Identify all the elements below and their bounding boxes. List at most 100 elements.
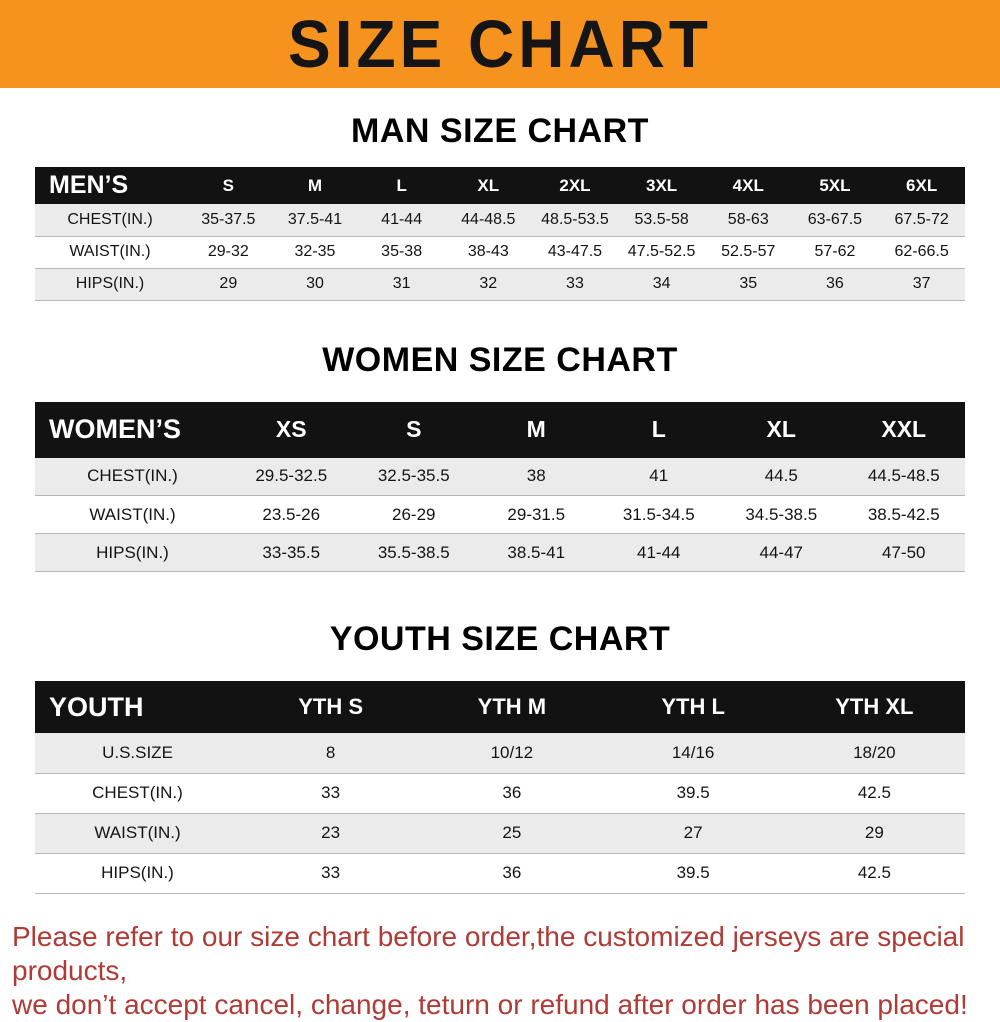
size-header-cell: M <box>271 167 359 204</box>
measure-value-cell: 41 <box>649 466 669 486</box>
measure-label-cell: WAIST(IN.) <box>89 504 176 524</box>
measure-value-cell: 8 <box>325 742 336 762</box>
size-header-cell: XL <box>444 167 532 204</box>
table-row: CHEST(IN.) 35-37.5 37.5-41 41-44 44-48.5 48.5… <box>35 204 965 236</box>
man-size-section: MAN SIZE CHART MEN’S S M L XL 2XL 3XL 4XL 5XL 6XL… <box>0 112 1000 301</box>
size-header-cell: S <box>352 401 475 458</box>
table-row: CHEST(IN.) 29.5-32.5 32.5-35.5 38 41 44.5 44.5… <box>35 457 965 496</box>
size-header-cell: 6XL <box>878 167 965 204</box>
size-chart-content: MAN SIZE CHART MEN’S S M L XL 2XL 3XL 4XL 5XL 6XL… <box>0 112 1000 1022</box>
size-header-cell: YTH S <box>240 681 422 733</box>
size-header-cell: XL <box>720 401 843 458</box>
measure-value-cell: 32-35 <box>294 243 336 260</box>
measure-label-cell: WAIST(IN.) <box>94 823 181 842</box>
table-row: WAIST(IN.) 23.5-26 26-29 29-31.5 31.5-34.5 34… <box>35 495 965 534</box>
measure-value-cell: 48.5-53.5 <box>541 210 609 228</box>
disclaimer-line-2: we don’t accept cancel, change, teturn o… <box>12 988 968 1020</box>
measure-value-cell: 67.5-72 <box>894 210 949 228</box>
women-size-section: WOMEN SIZE CHART WOMEN’S XS S M L XL XXL CHEST(… <box>0 341 1000 573</box>
measure-value-cell: 36 <box>502 863 522 882</box>
size-header-cell: 3XL <box>618 167 705 204</box>
measure-value-cell: 30 <box>306 275 324 292</box>
man-size-table: MEN’S S M L XL 2XL 3XL 4XL 5XL 6XL CHEST(IN.) 35-37… <box>35 167 965 301</box>
measure-value-cell: 41-44 <box>637 542 681 562</box>
table-row: HIPS(IN.) 33 36 39.5 42.5 <box>35 853 965 893</box>
measure-value-cell: 44.5 <box>764 466 798 486</box>
size-header-cell: 2XL <box>531 167 619 204</box>
measure-label-cell: CHEST(IN.) <box>87 466 178 486</box>
measure-label-cell: HIPS(IN.) <box>101 863 174 882</box>
measure-value-cell: 33-35.5 <box>262 542 321 562</box>
measure-value-cell: 35-37.5 <box>201 210 256 228</box>
measure-value-cell: 14/16 <box>671 742 715 762</box>
measure-value-cell: 43-47.5 <box>547 243 603 260</box>
measure-value-cell: 23 <box>321 823 341 842</box>
measure-value-cell: 23.5-26 <box>262 504 321 524</box>
measure-value-cell: 25 <box>502 823 522 842</box>
measure-value-cell: 33 <box>321 783 341 802</box>
measure-value-cell: 44.5-48.5 <box>867 466 940 486</box>
measure-label-cell: CHEST(IN.) <box>67 210 153 228</box>
youth-size-heading: YOUTH SIZE CHART <box>329 620 671 658</box>
table-row: U.S.SIZE 8 10/12 14/16 18/20 <box>35 733 965 773</box>
measure-value-cell: 42.5 <box>857 783 891 802</box>
measure-value-cell: 47.5-52.5 <box>627 243 696 260</box>
page-title: SIZE CHART <box>288 6 712 82</box>
measure-value-cell: 27 <box>683 823 703 842</box>
measure-value-cell: 26-29 <box>392 504 436 524</box>
table-row: HIPS(IN.) 33-35.5 35.5-38.5 38.5-41 41-44 44-… <box>35 533 965 572</box>
measure-value-cell: 29 <box>864 823 884 842</box>
measure-value-cell: 18/20 <box>853 742 896 762</box>
measure-value-cell: 37 <box>912 275 931 292</box>
women-size-heading: WOMEN SIZE CHART <box>322 340 678 379</box>
measure-value-cell: 36 <box>826 275 844 292</box>
measure-value-cell: 29.5-32.5 <box>255 466 328 486</box>
measure-value-cell: 35 <box>739 275 758 292</box>
table-title-cell: WOMEN’S <box>35 401 230 458</box>
table-row: HIPS(IN.) 29 30 31 32 33 34 35 36 37 <box>35 268 965 300</box>
table-header-row: WOMEN’S XS S M L XL XXL <box>35 401 965 458</box>
measure-value-cell: 38-43 <box>467 243 509 260</box>
size-header-cell: M <box>475 401 598 458</box>
measure-value-cell: 31 <box>392 275 411 292</box>
size-header-cell: XS <box>230 401 353 458</box>
measure-value-cell: 42.5 <box>857 863 891 882</box>
measure-value-cell: 10/12 <box>490 742 534 762</box>
table-title-cell: MEN’S <box>35 167 185 204</box>
table-header-row: MEN’S S M L XL 2XL 3XL 4XL 5XL 6XL <box>35 167 965 204</box>
youth-size-section: YOUTH SIZE CHART YOUTH YTH S YTH M YTH L YTH… <box>0 620 1000 894</box>
measure-value-cell: 33 <box>566 275 584 292</box>
measure-value-cell: 38 <box>526 466 546 486</box>
measure-value-cell: 38.5-41 <box>507 542 566 562</box>
measure-value-cell: 34 <box>652 275 671 292</box>
table-row: WAIST(IN.) 23 25 27 29 <box>35 813 965 853</box>
size-header-cell: 4XL <box>704 167 792 204</box>
measure-value-cell: 31.5-34.5 <box>622 504 695 524</box>
measure-value-cell: 44-47 <box>759 542 803 562</box>
measure-value-cell: 33 <box>321 863 341 882</box>
measure-value-cell: 53.5-58 <box>634 210 689 228</box>
table-row: WAIST(IN.) 29-32 32-35 35-38 38-43 43-47.5 47.… <box>35 236 965 268</box>
size-header-cell: 5XL <box>791 167 879 204</box>
measure-value-cell: 34.5-38.5 <box>745 504 818 524</box>
disclaimer-line-1: Please refer to our size chart before or… <box>12 920 965 986</box>
size-header-cell: L <box>597 401 720 458</box>
measure-value-cell: 35-38 <box>381 243 423 260</box>
measure-value-cell: 37.5-41 <box>287 210 343 228</box>
measure-value-cell: 32.5-35.5 <box>377 466 450 486</box>
table-header-row: YOUTH YTH S YTH M YTH L YTH XL <box>35 681 965 733</box>
measure-value-cell: 63-67.5 <box>807 210 863 228</box>
measure-value-cell: 32 <box>479 275 498 292</box>
measure-value-cell: 58-63 <box>727 210 769 228</box>
banner: SIZE CHART <box>0 0 1000 88</box>
table-row: CHEST(IN.) 33 36 39.5 42.5 <box>35 773 965 813</box>
measure-value-cell: 62-66.5 <box>894 243 949 260</box>
man-size-heading: MAN SIZE CHART <box>351 112 649 150</box>
measure-value-cell: 38.5-42.5 <box>867 504 940 524</box>
measure-value-cell: 39.5 <box>676 863 710 882</box>
measure-value-cell: 35.5-38.5 <box>377 542 450 562</box>
measure-value-cell: 57-62 <box>814 243 856 260</box>
measure-value-cell: 29 <box>219 275 238 292</box>
measure-label-cell: HIPS(IN.) <box>96 542 169 562</box>
measure-value-cell: 29-31.5 <box>507 504 566 524</box>
